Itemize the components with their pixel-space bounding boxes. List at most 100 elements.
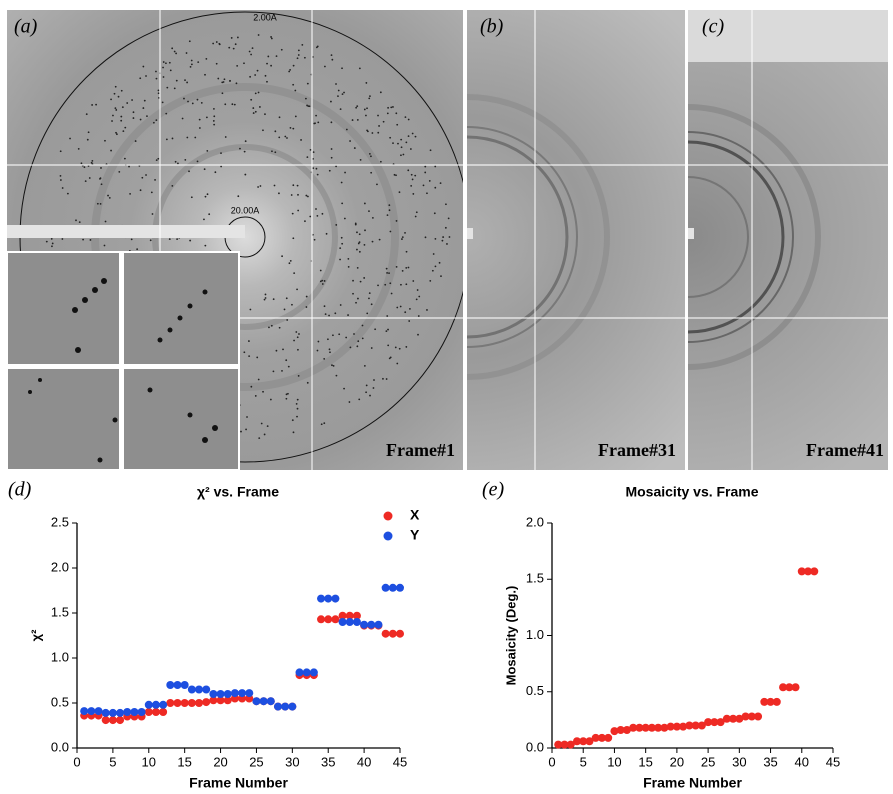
spot — [396, 123, 399, 126]
spot — [291, 212, 294, 215]
spot — [386, 315, 389, 317]
spot — [376, 183, 378, 186]
spot — [355, 106, 358, 109]
spot — [120, 119, 123, 122]
spot — [266, 62, 268, 65]
point — [367, 620, 376, 629]
point — [716, 718, 725, 727]
spot — [393, 173, 396, 176]
spot — [250, 385, 253, 388]
spot — [390, 292, 393, 295]
spot — [315, 208, 317, 210]
spot — [283, 308, 286, 311]
spot — [363, 243, 366, 246]
spot — [189, 65, 192, 68]
spot — [385, 378, 388, 380]
point — [579, 737, 588, 746]
spot — [278, 116, 281, 119]
spot — [382, 120, 385, 123]
spot — [240, 430, 242, 433]
spot — [130, 238, 133, 241]
spot — [237, 195, 240, 198]
spot — [349, 140, 351, 142]
spot — [264, 293, 267, 296]
spot — [313, 238, 316, 241]
spot — [275, 349, 278, 352]
spot — [145, 174, 147, 176]
spot — [364, 229, 366, 232]
point — [216, 690, 225, 698]
spot — [417, 333, 419, 336]
spot — [296, 398, 299, 401]
spot — [250, 98, 253, 101]
spot — [204, 244, 207, 247]
spot — [134, 140, 137, 142]
spot — [429, 279, 432, 282]
spot — [415, 298, 418, 301]
spot — [112, 114, 114, 117]
spot — [317, 340, 320, 343]
point — [629, 723, 638, 732]
y-tick-label: 1.5 — [51, 604, 69, 619]
spot — [243, 62, 245, 65]
spot — [123, 157, 126, 160]
spot — [139, 77, 142, 80]
spot — [361, 324, 364, 327]
spot — [267, 55, 270, 58]
spot — [395, 174, 397, 177]
spot — [245, 428, 247, 431]
spot — [190, 63, 193, 66]
spot — [343, 91, 345, 94]
spot — [330, 148, 333, 150]
point — [101, 716, 110, 725]
spot — [132, 117, 135, 119]
spot — [315, 167, 318, 170]
spot — [368, 97, 371, 100]
spot — [165, 62, 167, 65]
spot — [256, 356, 259, 359]
chart-title: χ² vs. Frame — [197, 484, 279, 500]
spot — [171, 47, 174, 50]
spot — [250, 53, 253, 56]
spot — [356, 231, 358, 234]
spot — [99, 202, 102, 205]
spot — [447, 217, 450, 220]
spot — [316, 349, 319, 352]
point — [729, 714, 738, 723]
spot — [316, 173, 319, 176]
point — [209, 690, 218, 698]
spot — [297, 374, 300, 377]
spot — [332, 364, 335, 367]
spot — [280, 48, 283, 51]
point — [317, 594, 326, 603]
spot — [394, 346, 397, 349]
spot — [396, 306, 399, 309]
spot — [444, 226, 447, 229]
spot — [317, 121, 320, 124]
spot — [272, 298, 275, 301]
spot — [128, 165, 130, 168]
point — [187, 699, 196, 707]
y-tick-label: 1.0 — [526, 627, 544, 642]
panel-label: (b) — [480, 16, 504, 38]
spot — [91, 160, 94, 162]
spot — [303, 56, 306, 59]
spot — [191, 102, 194, 105]
spot — [292, 83, 295, 86]
spot — [143, 99, 146, 102]
spot — [272, 370, 275, 373]
point — [597, 733, 606, 742]
spot — [442, 236, 445, 238]
point — [772, 697, 781, 706]
spot — [341, 67, 343, 70]
spot — [424, 171, 427, 174]
spot — [157, 157, 160, 160]
spot — [162, 66, 164, 69]
spot — [270, 64, 272, 67]
spot — [417, 315, 420, 317]
spot — [356, 105, 359, 108]
point — [195, 699, 204, 707]
spot — [257, 91, 260, 94]
spot — [337, 95, 339, 98]
